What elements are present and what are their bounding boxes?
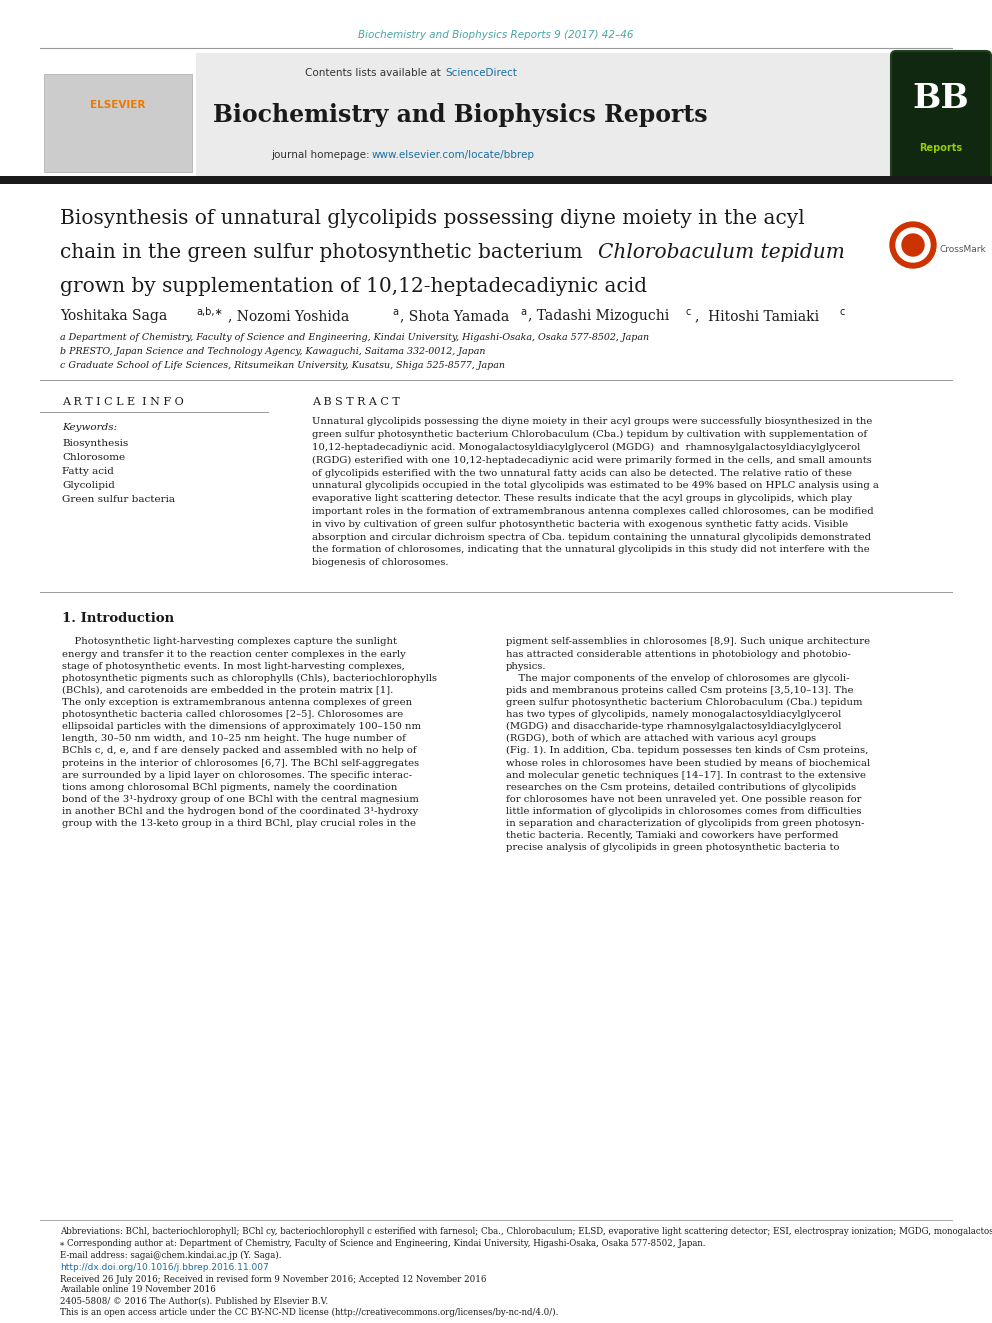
Text: ⁎ Corresponding author at: Department of Chemistry, Faculty of Science and Engin: ⁎ Corresponding author at: Department of… xyxy=(60,1240,705,1249)
Text: biogenesis of chlorosomes.: biogenesis of chlorosomes. xyxy=(312,558,448,568)
Text: The only exception is extramembranous antenna complexes of green: The only exception is extramembranous an… xyxy=(62,699,412,706)
Text: (MGDG) and disaccharide-type rhamnosylgalactosyldiacylglycerol: (MGDG) and disaccharide-type rhamnosylga… xyxy=(506,722,841,732)
Text: researches on the Csm proteins, detailed contributions of glycolipids: researches on the Csm proteins, detailed… xyxy=(506,783,856,791)
Text: Chlorosome: Chlorosome xyxy=(62,452,125,462)
Text: (RGDG), both of which are attached with various acyl groups: (RGDG), both of which are attached with … xyxy=(506,734,816,744)
Text: and molecular genetic techniques [14–17]. In contrast to the extensive: and molecular genetic techniques [14–17]… xyxy=(506,770,866,779)
Text: photosynthetic bacteria called chlorosomes [2–5]. Chlorosomes are: photosynthetic bacteria called chlorosom… xyxy=(62,710,404,720)
Circle shape xyxy=(896,228,930,262)
Text: evaporative light scattering detector. These results indicate that the acyl grou: evaporative light scattering detector. T… xyxy=(312,495,852,503)
FancyBboxPatch shape xyxy=(38,53,890,179)
Text: tions among chlorosomal BChl pigments, namely the coordination: tions among chlorosomal BChl pigments, n… xyxy=(62,783,398,791)
Text: a Department of Chemistry, Faculty of Science and Engineering, Kindai University: a Department of Chemistry, Faculty of Sc… xyxy=(60,333,649,343)
Text: c: c xyxy=(840,307,845,318)
Text: 10,12-heptadecadiynic acid. Monogalactosyldiacylglycerol (MGDG)  and  rhamnosylg: 10,12-heptadecadiynic acid. Monogalactos… xyxy=(312,443,860,452)
Text: has two types of glycolipids, namely monogalactosyldiacylglycerol: has two types of glycolipids, namely mon… xyxy=(506,710,841,720)
Bar xyxy=(0,176,992,184)
Text: green sulfur photosynthetic bacterium Chlorobaculum (Cba.) tepidum by cultivatio: green sulfur photosynthetic bacterium Ch… xyxy=(312,430,867,439)
Text: bond of the 3¹-hydroxy group of one BChl with the central magnesium: bond of the 3¹-hydroxy group of one BChl… xyxy=(62,795,419,804)
FancyBboxPatch shape xyxy=(893,53,989,179)
Text: grown by supplementation of 10,12-heptadecadiynic acid: grown by supplementation of 10,12-heptad… xyxy=(60,277,647,295)
Text: precise analysis of glycolipids in green photosynthetic bacteria to: precise analysis of glycolipids in green… xyxy=(506,843,839,852)
Text: a: a xyxy=(520,307,526,318)
Text: are surrounded by a lipid layer on chlorosomes. The specific interac-: are surrounded by a lipid layer on chlor… xyxy=(62,770,412,779)
Text: has attracted considerable attentions in photobiology and photobio-: has attracted considerable attentions in… xyxy=(506,650,851,659)
Text: CrossMark: CrossMark xyxy=(940,246,987,254)
Text: ScienceDirect: ScienceDirect xyxy=(445,67,517,78)
Text: Biochemistry and Biophysics Reports: Biochemistry and Biophysics Reports xyxy=(212,103,707,127)
Text: Unnatural glycolipids possessing the diyne moiety in their acyl groups were succ: Unnatural glycolipids possessing the diy… xyxy=(312,418,872,426)
Text: for chlorosomes have not been unraveled yet. One possible reason for: for chlorosomes have not been unraveled … xyxy=(506,795,861,804)
Text: ellipsoidal particles with the dimensions of approximately 100–150 nm: ellipsoidal particles with the dimension… xyxy=(62,722,421,732)
Text: A R T I C L E  I N F O: A R T I C L E I N F O xyxy=(62,397,184,407)
Text: absorption and circular dichroism spectra of Cba. tepidum containing the unnatur: absorption and circular dichroism spectr… xyxy=(312,533,871,541)
Text: Biochemistry and Biophysics Reports 9 (2017) 42–46: Biochemistry and Biophysics Reports 9 (2… xyxy=(358,30,634,40)
Text: Reports: Reports xyxy=(920,143,962,153)
Text: Abbreviations: BChl, bacteriochlorophyll; BChl cy, bacteriochlorophyll c esterif: Abbreviations: BChl, bacteriochlorophyll… xyxy=(60,1228,992,1237)
FancyBboxPatch shape xyxy=(891,52,991,180)
Text: BChls c, d, e, and f are densely packed and assembled with no help of: BChls c, d, e, and f are densely packed … xyxy=(62,746,417,755)
Text: Available online 19 November 2016: Available online 19 November 2016 xyxy=(60,1286,215,1294)
Text: Yoshitaka Saga: Yoshitaka Saga xyxy=(60,310,168,323)
Text: , Tadashi Mizoguchi: , Tadashi Mizoguchi xyxy=(528,310,670,323)
Text: green sulfur photosynthetic bacterium Chlorobaculum (Cba.) tepidum: green sulfur photosynthetic bacterium Ch… xyxy=(506,699,862,706)
FancyBboxPatch shape xyxy=(44,74,192,172)
FancyBboxPatch shape xyxy=(38,53,196,179)
Text: whose roles in chlorosomes have been studied by means of biochemical: whose roles in chlorosomes have been stu… xyxy=(506,758,870,767)
Text: This is an open access article under the CC BY-NC-ND license (http://creativecom: This is an open access article under the… xyxy=(60,1307,558,1316)
Text: a: a xyxy=(392,307,398,318)
Circle shape xyxy=(902,234,924,255)
Text: BB: BB xyxy=(913,82,969,115)
Text: length, 30–50 nm width, and 10–25 nm height. The huge number of: length, 30–50 nm width, and 10–25 nm hei… xyxy=(62,734,406,744)
Text: journal homepage:: journal homepage: xyxy=(272,149,370,160)
Circle shape xyxy=(890,222,936,269)
Text: E-mail address: sagai@chem.kindai.ac.jp (Y. Saga).: E-mail address: sagai@chem.kindai.ac.jp … xyxy=(60,1250,282,1259)
Text: unnatural glycolipids occupied in the total glycolipids was estimated to be 49% : unnatural glycolipids occupied in the to… xyxy=(312,482,879,491)
Text: b PRESTO, Japan Science and Technology Agency, Kawaguchi, Saitama 332-0012, Japa: b PRESTO, Japan Science and Technology A… xyxy=(60,348,485,356)
Text: c: c xyxy=(686,307,691,318)
Text: ,  Hitoshi Tamiaki: , Hitoshi Tamiaki xyxy=(695,310,819,323)
Text: Green sulfur bacteria: Green sulfur bacteria xyxy=(62,495,175,504)
Text: in another BChl and the hydrogen bond of the coordinated 3¹-hydroxy: in another BChl and the hydrogen bond of… xyxy=(62,807,418,816)
Text: Fatty acid: Fatty acid xyxy=(62,467,114,475)
Text: important roles in the formation of extramembranous antenna complexes called chl: important roles in the formation of extr… xyxy=(312,507,874,516)
Text: ELSEVIER: ELSEVIER xyxy=(90,101,146,110)
Text: Contents lists available at: Contents lists available at xyxy=(305,67,444,78)
Text: www.elsevier.com/locate/bbrep: www.elsevier.com/locate/bbrep xyxy=(372,149,535,160)
Text: little information of glycolipids in chlorosomes comes from difficulties: little information of glycolipids in chl… xyxy=(506,807,861,816)
Text: photosynthetic pigments such as chlorophylls (Chls), bacteriochlorophylls: photosynthetic pigments such as chloroph… xyxy=(62,673,437,683)
Text: of glycolipids esterified with the two unnatural fatty acids can also be detecte: of glycolipids esterified with the two u… xyxy=(312,468,852,478)
Text: pigment self-assemblies in chlorosomes [8,9]. Such unique architecture: pigment self-assemblies in chlorosomes [… xyxy=(506,638,870,647)
Text: (BChls), and carotenoids are embedded in the protein matrix [1].: (BChls), and carotenoids are embedded in… xyxy=(62,685,393,695)
Text: chain in the green sulfur photosynthetic bacterium: chain in the green sulfur photosynthetic… xyxy=(60,242,589,262)
Text: Keywords:: Keywords: xyxy=(62,423,117,433)
Text: , Shota Yamada: , Shota Yamada xyxy=(400,310,509,323)
Text: http://dx.doi.org/10.1016/j.bbrep.2016.11.007: http://dx.doi.org/10.1016/j.bbrep.2016.1… xyxy=(60,1262,269,1271)
Text: group with the 13-keto group in a third BChl, play crucial roles in the: group with the 13-keto group in a third … xyxy=(62,819,416,828)
Text: proteins in the interior of chlorosomes [6,7]. The BChl self-aggregates: proteins in the interior of chlorosomes … xyxy=(62,758,420,767)
Text: 1. Introduction: 1. Introduction xyxy=(62,611,175,624)
Text: stage of photosynthetic events. In most light-harvesting complexes,: stage of photosynthetic events. In most … xyxy=(62,662,405,671)
Text: Biosynthesis of unnatural glycolipids possessing diyne moiety in the acyl: Biosynthesis of unnatural glycolipids po… xyxy=(60,209,805,228)
Text: Chlorobaculum tepidum: Chlorobaculum tepidum xyxy=(598,242,845,262)
Text: (Fig. 1). In addition, Cba. tepidum possesses ten kinds of Csm proteins,: (Fig. 1). In addition, Cba. tepidum poss… xyxy=(506,746,868,755)
Text: pids and membranous proteins called Csm proteins [3,5,10–13]. The: pids and membranous proteins called Csm … xyxy=(506,685,854,695)
Text: a,b,∗: a,b,∗ xyxy=(196,307,222,318)
Text: the formation of chlorosomes, indicating that the unnatural glycolipids in this : the formation of chlorosomes, indicating… xyxy=(312,545,870,554)
Text: Glycolipid: Glycolipid xyxy=(62,480,115,490)
Text: Photosynthetic light-harvesting complexes capture the sunlight: Photosynthetic light-harvesting complexe… xyxy=(62,638,397,647)
Text: , Nozomi Yoshida: , Nozomi Yoshida xyxy=(228,310,349,323)
Text: in separation and characterization of glycolipids from green photosyn-: in separation and characterization of gl… xyxy=(506,819,864,828)
Text: A B S T R A C T: A B S T R A C T xyxy=(312,397,400,407)
Text: c Graduate School of Life Sciences, Ritsumeikan University, Kusatsu, Shiga 525-8: c Graduate School of Life Sciences, Rits… xyxy=(60,361,505,370)
Text: Received 26 July 2016; Received in revised form 9 November 2016; Accepted 12 Nov: Received 26 July 2016; Received in revis… xyxy=(60,1274,486,1283)
Text: energy and transfer it to the reaction center complexes in the early: energy and transfer it to the reaction c… xyxy=(62,650,406,659)
Text: thetic bacteria. Recently, Tamiaki and coworkers have performed: thetic bacteria. Recently, Tamiaki and c… xyxy=(506,831,838,840)
Text: The major components of the envelop of chlorosomes are glycoli-: The major components of the envelop of c… xyxy=(506,673,849,683)
Text: (RGDG) esterified with one 10,12-heptadecadiynic acid were primarily formed in t: (RGDG) esterified with one 10,12-heptade… xyxy=(312,456,872,464)
Text: Biosynthesis: Biosynthesis xyxy=(62,438,128,447)
Text: 2405-5808/ © 2016 The Author(s). Published by Elsevier B.V.: 2405-5808/ © 2016 The Author(s). Publish… xyxy=(60,1297,328,1306)
Text: physics.: physics. xyxy=(506,662,547,671)
Text: in vivo by cultivation of green sulfur photosynthetic bacteria with exogenous sy: in vivo by cultivation of green sulfur p… xyxy=(312,520,848,529)
